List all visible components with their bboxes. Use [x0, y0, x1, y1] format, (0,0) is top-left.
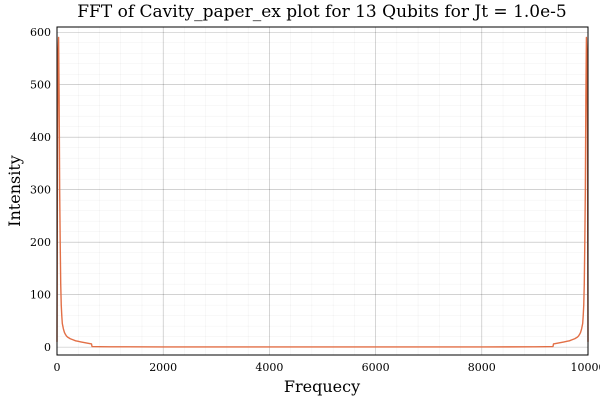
y-tick-label: 100: [30, 289, 51, 302]
y-tick-label: 300: [30, 184, 51, 197]
y-tick-label: 600: [30, 26, 51, 39]
x-tick-label: 4000: [255, 361, 283, 374]
x-tick-label: 0: [54, 361, 61, 374]
x-tick-label: 6000: [362, 361, 390, 374]
series-line: [56, 36, 589, 348]
y-tick-label: 0: [44, 341, 51, 354]
minor-gridlines: [57, 27, 588, 355]
major-gridlines: [56, 27, 589, 355]
x-axis-label: Frequecy: [284, 377, 360, 396]
chart-title: FFT of Cavity_paper_ex plot for 13 Qubit…: [77, 2, 566, 22]
x-tick-label: 2000: [149, 361, 177, 374]
x-tick-label: 8000: [468, 361, 496, 374]
y-tick-labels: 0 100 200 300 400 500 600: [30, 26, 51, 354]
y-axis-label: Intensity: [5, 155, 24, 227]
y-tick-label: 200: [30, 236, 51, 249]
y-tick-label: 400: [30, 131, 51, 144]
y-tick-label: 500: [30, 79, 51, 92]
series-group: [56, 36, 589, 348]
plot-frame: [56, 26, 589, 356]
